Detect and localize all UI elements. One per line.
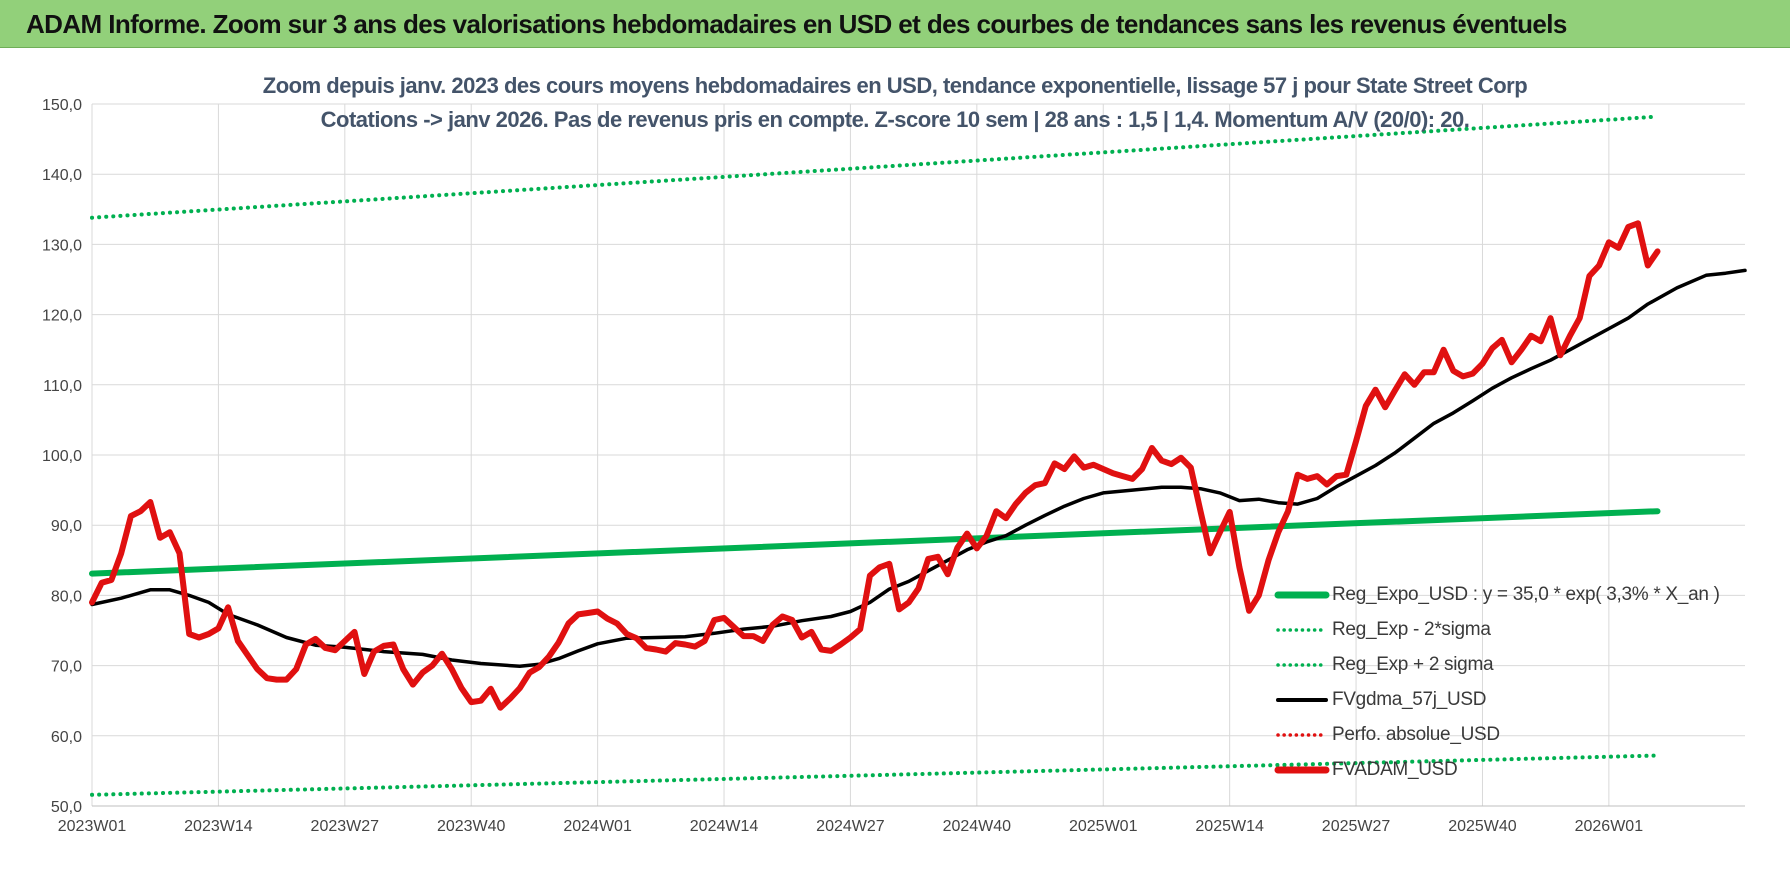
chart-title-line-1: Zoom depuis janv. 2023 des cours moyens … — [262, 73, 1528, 98]
series-lines — [89, 114, 1747, 797]
x-tick-label: 2024W27 — [816, 818, 885, 835]
x-tick-label: 2024W01 — [563, 818, 632, 835]
x-tick-label: 2023W27 — [311, 818, 380, 835]
y-tick-label: 110,0 — [43, 378, 82, 395]
legend-label: FVADAM_USD — [1332, 759, 1458, 780]
legend-swatch — [1274, 766, 1330, 774]
x-tick-label: 2025W40 — [1448, 818, 1517, 835]
x-tick-label: 2025W14 — [1195, 818, 1264, 835]
legend-label: FVgdma_57j_USD — [1332, 689, 1487, 710]
series-line-fvadam-usd — [89, 220, 1661, 711]
x-tick-label: 2026W01 — [1575, 818, 1644, 835]
legend-swatch — [1276, 663, 1328, 667]
y-tick-label: 70,0 — [51, 659, 82, 676]
header-banner: ADAM Informe. Zoom sur 3 ans des valoris… — [0, 0, 1790, 48]
x-tick-label: 2025W01 — [1069, 818, 1138, 835]
legend-label: Reg_Exp + 2 sigma — [1332, 654, 1494, 675]
banner-title: ADAM Informe. Zoom sur 3 ans des valoris… — [26, 9, 1567, 39]
chart-plot: 50,0 60,0 70,0 80,0 90,0 100,0 110,0 120,0 130,0… — [42, 97, 1747, 835]
x-tick-label: 2023W01 — [58, 818, 127, 835]
legend-swatch — [1276, 733, 1328, 737]
chart-title-line-2: Cotations -> janv 2026. Pas de revenus p… — [320, 107, 1470, 132]
series-line-fvgdma-57j-usd — [90, 268, 1747, 669]
y-tick-label: 90,0 — [51, 518, 82, 535]
x-tick-label: 2023W40 — [437, 818, 506, 835]
legend-label: Perfo. absolue_USD — [1332, 724, 1500, 745]
y-tick-label: 120,0 — [42, 308, 82, 325]
y-tick-label: 130,0 — [42, 237, 82, 254]
legend-swatch — [1276, 698, 1328, 702]
gridlines — [91, 103, 1745, 807]
x-tick-label: 2024W14 — [690, 818, 759, 835]
legend-item: FVgdma_57j_USD — [1274, 685, 1734, 715]
legend-swatch — [1274, 591, 1330, 599]
x-tick-label: 2024W40 — [943, 818, 1012, 835]
y-tick-label: 150,0 — [42, 97, 82, 114]
x-tick-label: 2023W14 — [184, 818, 253, 835]
y-tick-label: 80,0 — [51, 588, 82, 605]
legend-item: Reg_Exp + 2 sigma — [1274, 650, 1734, 680]
legend-label: Reg_Expo_USD : y = 35,0 * exp( 3,3% * X_… — [1332, 584, 1720, 605]
y-tick-label: 50,0 — [51, 799, 82, 816]
series-line-reg-expo-usd — [89, 508, 1661, 577]
series-line-reg-exp-2-sigma — [90, 114, 1660, 220]
y-tick-label: 140,0 — [42, 167, 82, 184]
x-tick-label: 2025W27 — [1322, 818, 1391, 835]
y-tick-label: 100,0 — [42, 448, 82, 465]
y-tick-label: 60,0 — [51, 729, 82, 746]
axes: 50,0 60,0 70,0 80,0 90,0 100,0 110,0 120,0 130,0… — [42, 97, 1745, 835]
legend-swatch — [1276, 628, 1328, 632]
legend-item: Reg_Exp - 2*sigma — [1274, 615, 1734, 645]
legend-item: Perfo. absolue_USD — [1274, 720, 1734, 750]
legend-item: FVADAM_USD — [1274, 755, 1734, 785]
series-line-reg-exp-2-sigma — [90, 753, 1660, 797]
legend-label: Reg_Exp - 2*sigma — [1332, 619, 1491, 640]
legend-item: Reg_Expo_USD : y = 35,0 * exp( 3,3% * X_… — [1274, 580, 1734, 610]
